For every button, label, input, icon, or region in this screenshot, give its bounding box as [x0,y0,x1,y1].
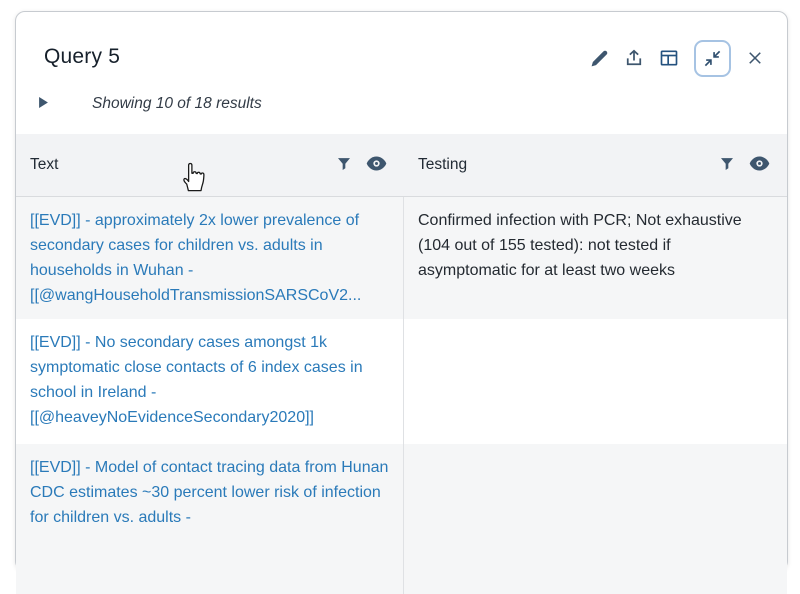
evidence-link[interactable]: [[EVD]] - Model of contact tracing data … [30,459,389,526]
table-row: [[EVD]] - Model of contact tracing data … [16,444,787,594]
table-row: [[EVD]] - approximately 2x lower prevale… [16,197,787,319]
text-cell: [[EVD]] - No secondary cases amongst 1k … [16,319,404,444]
export-button[interactable] [624,48,644,68]
text-cell: [[EVD]] - approximately 2x lower prevale… [16,197,404,319]
results-summary-row: Showing 10 of 18 results [37,94,262,113]
column-label: Testing [418,156,468,173]
filter-column-button[interactable] [719,155,735,175]
column-label: Text [30,156,59,173]
chevron-right-icon [39,96,48,111]
column-header-testing: Testing [404,134,787,196]
expand-results-toggle[interactable] [37,94,50,113]
eye-icon [366,156,387,174]
results-summary-text: Showing 10 of 18 results [92,94,262,112]
testing-cell [404,319,787,444]
testing-cell: Confirmed infection with PCR; Not exhaus… [418,212,742,279]
evidence-link[interactable]: [[EVD]] - approximately 2x lower prevale… [30,212,362,304]
query-results-panel: Query 5 [15,11,788,594]
table-view-button[interactable] [659,48,679,68]
filter-icon [719,155,735,175]
column-header-text: Text [16,134,404,196]
table-header-row: Text [16,134,787,197]
table-row: [[EVD]] - No secondary cases amongst 1k … [16,319,787,444]
results-table: Text [16,134,787,594]
toggle-column-visibility-button[interactable] [366,156,387,174]
pencil-icon [590,49,609,68]
text-cell: [[EVD]] - Model of contact tracing data … [16,444,404,594]
collapse-button[interactable] [694,39,731,77]
close-button[interactable] [746,49,764,67]
panel-toolbar [590,39,764,77]
table-icon [659,48,679,68]
edit-query-button[interactable] [590,49,609,68]
filter-icon [336,155,352,175]
testing-cell [404,444,787,594]
collapse-icon [703,49,722,68]
page-title: Query 5 [44,45,121,68]
evidence-link[interactable]: [[EVD]] - No secondary cases amongst 1k … [30,334,363,426]
toggle-column-visibility-button[interactable] [749,156,770,174]
upload-icon [624,48,644,68]
close-icon [746,49,764,67]
eye-icon [749,156,770,174]
filter-column-button[interactable] [336,155,352,175]
